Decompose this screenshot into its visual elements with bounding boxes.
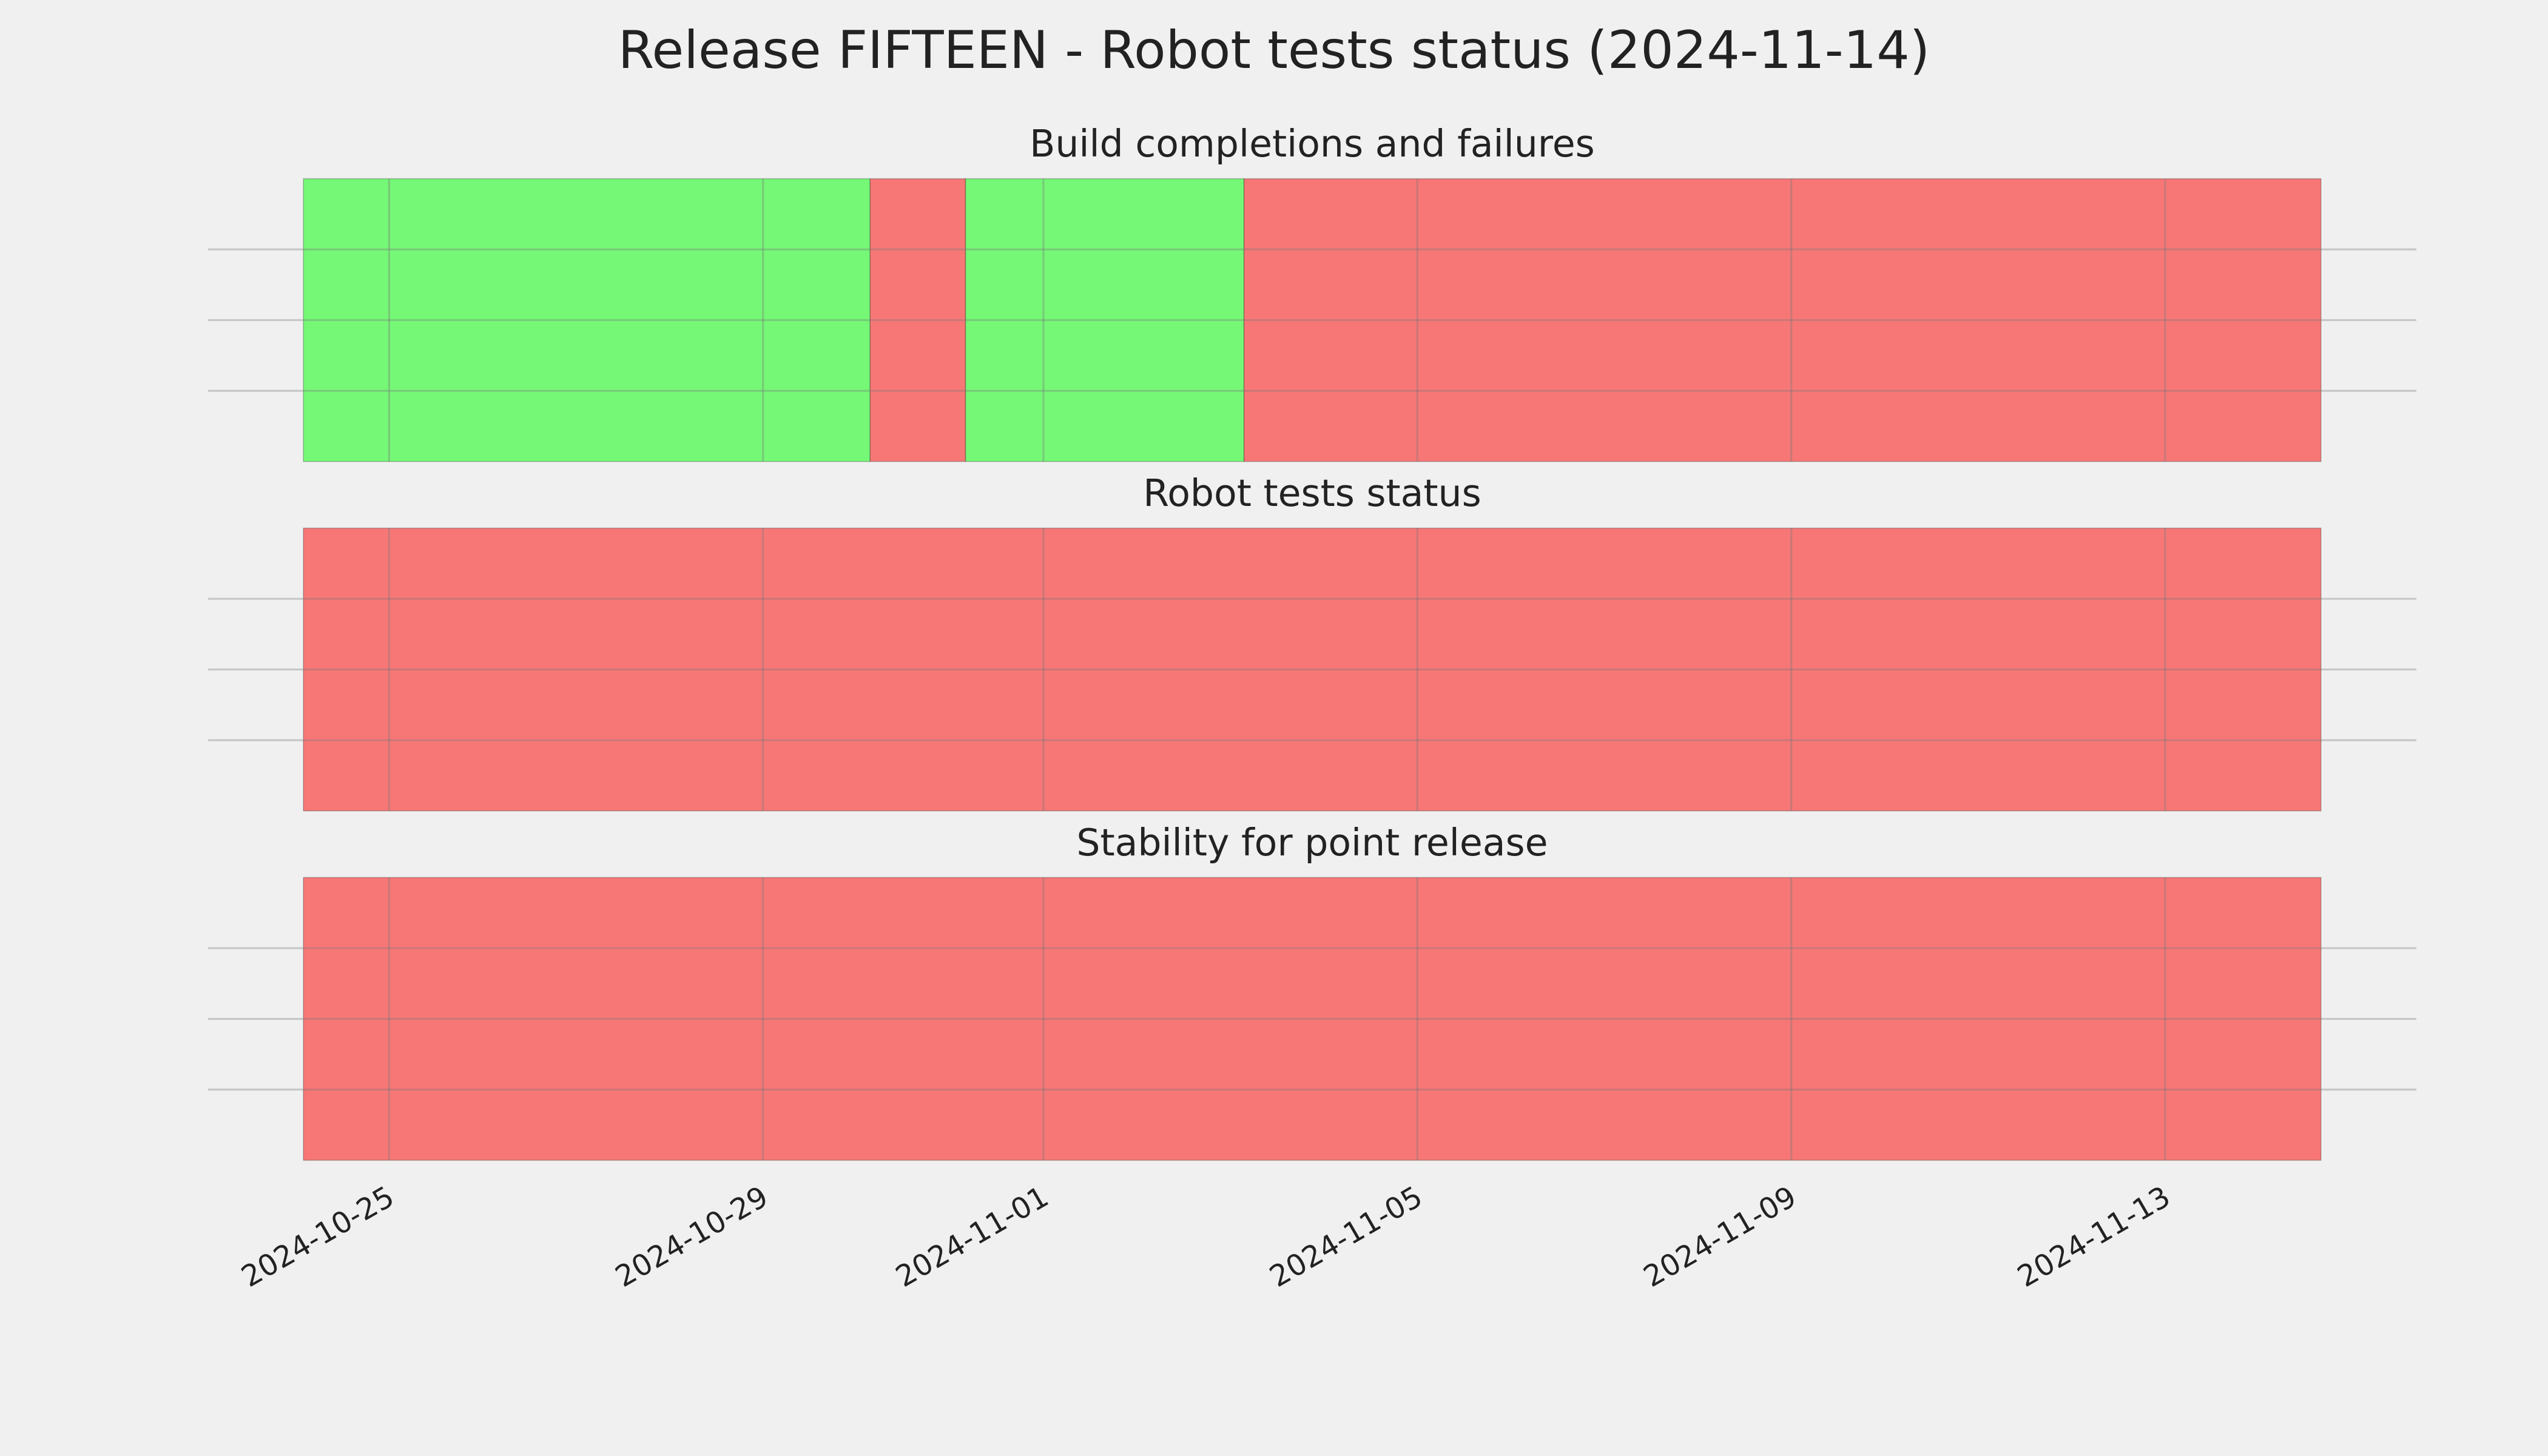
- subplot-title: Robot tests status: [1143, 471, 1481, 515]
- status-span: [303, 527, 2322, 812]
- subplot-title: Build completions and failures: [1030, 122, 1595, 166]
- status-span: [869, 178, 966, 462]
- status-span: [303, 877, 2322, 1161]
- status-span: [1243, 178, 2322, 462]
- status-span: [303, 178, 871, 462]
- figure-title: Release FIFTEEN - Robot tests status (20…: [618, 20, 1930, 81]
- subplot-title: Stability for point release: [1076, 821, 1548, 864]
- status-span: [965, 178, 1245, 462]
